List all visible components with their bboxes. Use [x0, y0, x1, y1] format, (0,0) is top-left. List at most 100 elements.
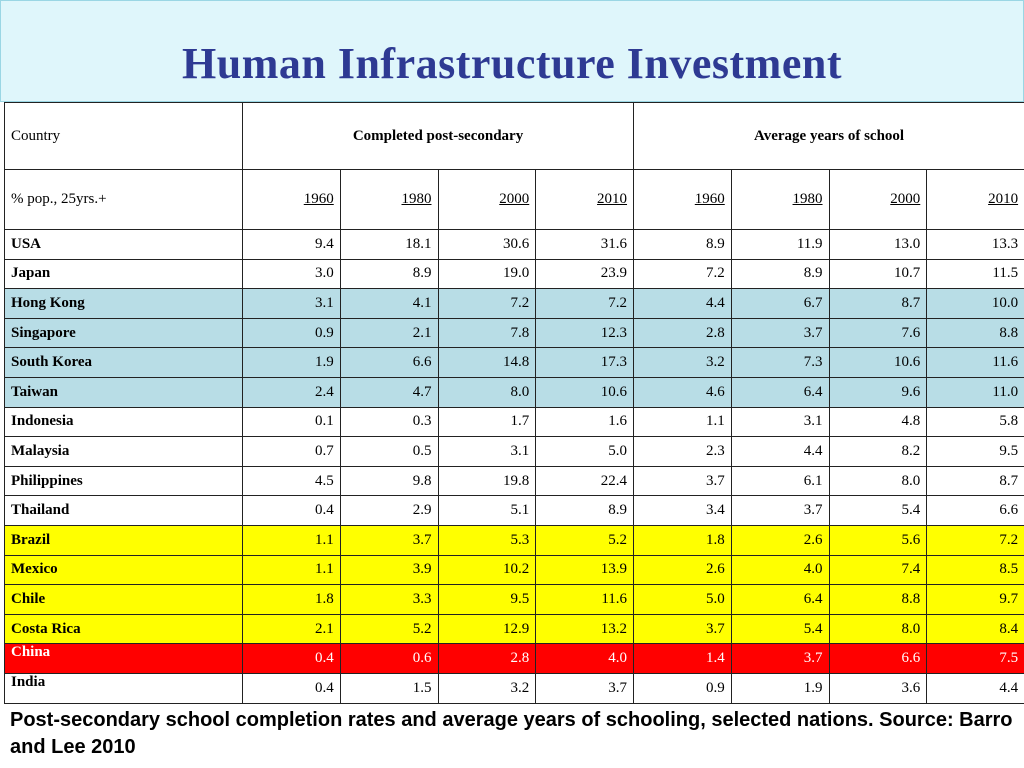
table-row: India 0.4 1.5 3.2 3.7 0.9 1.9 3.6 4.4	[4, 672, 1024, 704]
value-cell: 14.8	[437, 347, 537, 378]
slide-title: Human Infrastructure Investment	[182, 39, 842, 88]
value-cell: 3.1	[242, 288, 341, 319]
value-cell: 17.3	[535, 347, 635, 378]
value-cell: 13.3	[926, 229, 1024, 260]
country-cell: Mexico	[4, 554, 243, 586]
value-cell: 7.2	[633, 258, 732, 290]
value-cell: 22.4	[535, 465, 635, 497]
value-cell: 4.6	[633, 376, 732, 408]
value-cell: 3.7	[339, 524, 439, 556]
table-row: Hong Kong 3.1 4.1 7.2 7.2 4.4 6.7 8.7 10.0	[4, 288, 1024, 319]
year-header: 1960	[633, 169, 732, 230]
value-cell: 3.7	[730, 317, 830, 349]
value-cell: 31.6	[535, 229, 635, 260]
year-header: 1980	[730, 169, 830, 230]
value-cell: 11.6	[926, 347, 1024, 378]
value-cell: 2.4	[242, 376, 341, 408]
value-cell: 7.4	[828, 554, 928, 586]
value-cell: 5.0	[633, 584, 732, 615]
value-cell: 3.4	[633, 495, 732, 526]
value-cell: 18.1	[339, 229, 439, 260]
value-cell: 5.4	[828, 495, 928, 526]
value-cell: 6.1	[730, 465, 830, 497]
country-cell: USA	[4, 229, 243, 260]
value-cell: 12.3	[535, 317, 635, 349]
value-cell: 4.5	[242, 465, 341, 497]
value-cell: 8.0	[828, 613, 928, 645]
country-cell: South Korea	[4, 347, 243, 378]
value-cell: 5.0	[535, 436, 635, 467]
value-cell: 3.7	[730, 495, 830, 526]
value-cell: 9.5	[926, 436, 1024, 467]
value-cell: 1.1	[633, 406, 732, 438]
table-row: Thailand 0.4 2.9 5.1 8.9 3.4 3.7 5.4 6.6	[4, 495, 1024, 526]
education-data-table: Country Completed post-secondary Average…	[4, 102, 1024, 704]
value-cell: 4.0	[730, 554, 830, 586]
country-cell: Costa Rica	[4, 613, 243, 645]
value-cell: 8.9	[535, 495, 635, 526]
value-cell: 0.5	[339, 436, 439, 467]
value-cell: 1.7	[437, 406, 537, 438]
table-row: Singapore 0.9 2.1 7.8 12.3 2.8 3.7 7.6 8.8	[4, 317, 1024, 349]
year-header: 1980	[339, 169, 439, 230]
value-cell: 3.6	[828, 672, 928, 704]
value-cell: 8.7	[828, 288, 928, 319]
value-cell: 7.6	[828, 317, 928, 349]
value-cell: 0.6	[339, 643, 439, 674]
value-cell: 1.1	[242, 554, 341, 586]
value-cell: 10.7	[828, 258, 928, 290]
country-cell: Malaysia	[4, 436, 243, 467]
value-cell: 2.1	[339, 317, 439, 349]
value-cell: 3.2	[437, 672, 537, 704]
value-cell: 6.4	[730, 376, 830, 408]
header-row-years: % pop., 25yrs.+ 1960 1980 2000 2010 1960…	[4, 169, 1024, 230]
year-header: 1960	[242, 169, 341, 230]
country-cell: Hong Kong	[4, 288, 243, 319]
value-cell: 1.8	[633, 524, 732, 556]
value-cell: 11.9	[730, 229, 830, 260]
value-cell: 7.2	[535, 288, 635, 319]
country-cell: Taiwan	[4, 376, 243, 408]
country-cell: Indonesia	[4, 406, 243, 438]
value-cell: 9.5	[437, 584, 537, 615]
country-header: Country	[4, 102, 243, 170]
value-cell: 1.5	[339, 672, 439, 704]
value-cell: 6.6	[926, 495, 1024, 526]
table-row: Philippines 4.5 9.8 19.8 22.4 3.7 6.1 8.0 8.7	[4, 465, 1024, 497]
value-cell: 1.8	[242, 584, 341, 615]
value-cell: 5.2	[339, 613, 439, 645]
value-cell: 0.4	[242, 672, 341, 704]
value-cell: 8.7	[926, 465, 1024, 497]
value-cell: 13.0	[828, 229, 928, 260]
value-cell: 3.1	[730, 406, 830, 438]
value-cell: 8.9	[633, 229, 732, 260]
value-cell: 6.6	[339, 347, 439, 378]
value-cell: 3.7	[633, 613, 732, 645]
value-cell: 6.6	[828, 643, 928, 674]
value-cell: 1.6	[535, 406, 635, 438]
figure-caption: Post-secondary school completion rates a…	[10, 709, 1013, 758]
value-cell: 8.8	[926, 317, 1024, 349]
value-cell: 13.2	[535, 613, 635, 645]
table-row: South Korea 1.9 6.6 14.8 17.3 3.2 7.3 10.6 11.6	[4, 347, 1024, 378]
title-banner	[0, 0, 1024, 102]
value-cell: 2.1	[242, 613, 341, 645]
value-cell: 7.2	[437, 288, 537, 319]
value-cell: 2.8	[633, 317, 732, 349]
value-cell: 10.6	[828, 347, 928, 378]
value-cell: 8.0	[828, 465, 928, 497]
year-header: 2010	[535, 169, 635, 230]
table-row: Indonesia 0.1 0.3 1.7 1.6 1.1 3.1 4.8 5.8	[4, 406, 1024, 438]
value-cell: 1.9	[242, 347, 341, 378]
value-cell: 5.8	[926, 406, 1024, 438]
value-cell: 2.8	[437, 643, 537, 674]
year-header: 2000	[437, 169, 537, 230]
value-cell: 3.1	[437, 436, 537, 467]
value-cell: 3.9	[339, 554, 439, 586]
value-cell: 8.9	[339, 258, 439, 290]
value-cell: 5.4	[730, 613, 830, 645]
value-cell: 9.4	[242, 229, 341, 260]
table-row: Costa Rica 2.1 5.2 12.9 13.2 3.7 5.4 8.0 8.4	[4, 613, 1024, 645]
value-cell: 4.8	[828, 406, 928, 438]
value-cell: 13.9	[535, 554, 635, 586]
